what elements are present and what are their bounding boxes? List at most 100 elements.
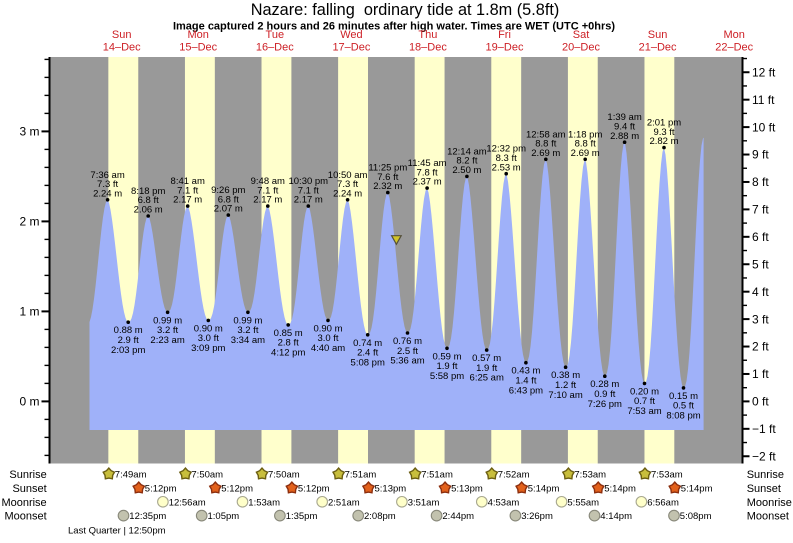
svg-text:2:23 am: 2:23 am bbox=[150, 335, 184, 346]
svg-text:7.3 ft: 7.3 ft bbox=[97, 179, 118, 190]
svg-text:12:58 am: 12:58 am bbox=[526, 129, 566, 140]
svg-text:1 ft: 1 ft bbox=[752, 367, 769, 381]
svg-text:2.06 m: 2.06 m bbox=[134, 205, 163, 216]
svg-text:7.8 ft: 7.8 ft bbox=[417, 167, 438, 178]
svg-text:5:13pm: 5:13pm bbox=[451, 484, 483, 495]
svg-text:2.24 m: 2.24 m bbox=[333, 188, 362, 199]
svg-text:Sun: Sun bbox=[112, 29, 132, 41]
svg-text:3.0 ft: 3.0 ft bbox=[317, 333, 338, 344]
svg-text:3.2 ft: 3.2 ft bbox=[237, 325, 258, 336]
svg-text:Sun: Sun bbox=[648, 29, 668, 41]
svg-text:0.9 ft: 0.9 ft bbox=[594, 389, 615, 400]
svg-text:5:12pm: 5:12pm bbox=[221, 484, 253, 495]
svg-text:0.74 m: 0.74 m bbox=[353, 338, 382, 349]
svg-text:5:58 pm: 5:58 pm bbox=[430, 371, 464, 382]
svg-text:10 ft: 10 ft bbox=[752, 120, 776, 134]
svg-text:−2 ft: −2 ft bbox=[752, 449, 776, 463]
svg-text:1:05pm: 1:05pm bbox=[208, 511, 240, 522]
svg-text:0.57 m: 0.57 m bbox=[472, 353, 501, 364]
svg-text:4:53am: 4:53am bbox=[488, 497, 520, 508]
svg-text:2.17 m: 2.17 m bbox=[294, 195, 323, 206]
svg-text:6.8 ft: 6.8 ft bbox=[218, 194, 239, 205]
svg-text:3.0 ft: 3.0 ft bbox=[198, 333, 219, 344]
svg-text:Wed: Wed bbox=[340, 29, 362, 41]
svg-text:Moonrise: Moonrise bbox=[1, 497, 46, 509]
svg-text:20–Dec: 20–Dec bbox=[562, 41, 600, 53]
svg-text:7:53am: 7:53am bbox=[574, 470, 606, 481]
svg-text:7.1 ft: 7.1 ft bbox=[177, 185, 198, 196]
svg-text:1:39 am: 1:39 am bbox=[607, 112, 641, 123]
svg-text:3 ft: 3 ft bbox=[752, 312, 769, 326]
svg-text:21–Dec: 21–Dec bbox=[639, 41, 677, 53]
svg-text:7:50am: 7:50am bbox=[191, 470, 223, 481]
svg-text:7.1 ft: 7.1 ft bbox=[298, 185, 319, 196]
svg-text:2.9 ft: 2.9 ft bbox=[118, 335, 139, 346]
svg-text:0.90 m: 0.90 m bbox=[313, 323, 342, 334]
svg-text:7:51am: 7:51am bbox=[421, 470, 453, 481]
svg-text:7.3 ft: 7.3 ft bbox=[337, 179, 358, 190]
svg-text:2.32 m: 2.32 m bbox=[373, 181, 402, 192]
svg-text:5:08 pm: 5:08 pm bbox=[351, 357, 385, 368]
svg-text:5:36 am: 5:36 am bbox=[390, 356, 424, 367]
svg-text:2.8 ft: 2.8 ft bbox=[278, 338, 299, 349]
svg-text:Sunrise: Sunrise bbox=[747, 469, 784, 481]
svg-text:9.4 ft: 9.4 ft bbox=[614, 121, 635, 132]
svg-text:3:09 pm: 3:09 pm bbox=[191, 343, 225, 354]
svg-text:7.6 ft: 7.6 ft bbox=[377, 172, 398, 183]
svg-text:11:25 pm: 11:25 pm bbox=[368, 163, 407, 174]
svg-text:8 ft: 8 ft bbox=[752, 175, 769, 189]
svg-text:7:26 pm: 7:26 pm bbox=[588, 399, 622, 410]
svg-text:Tue: Tue bbox=[266, 29, 285, 41]
svg-text:7:51am: 7:51am bbox=[345, 470, 377, 481]
svg-text:3:26pm: 3:26pm bbox=[521, 511, 553, 522]
svg-text:−1 ft: −1 ft bbox=[752, 422, 776, 436]
svg-text:7:50am: 7:50am bbox=[268, 470, 300, 481]
svg-text:Moonset: Moonset bbox=[4, 511, 46, 523]
svg-text:2:51am: 2:51am bbox=[328, 497, 360, 508]
svg-text:11:45 am: 11:45 am bbox=[408, 158, 447, 169]
svg-text:2:03 pm: 2:03 pm bbox=[111, 345, 145, 356]
svg-text:0.90 m: 0.90 m bbox=[194, 323, 223, 334]
svg-text:10:50 am: 10:50 am bbox=[328, 170, 368, 181]
svg-text:4:12 pm: 4:12 pm bbox=[271, 348, 305, 359]
svg-text:1.9 ft: 1.9 ft bbox=[476, 363, 497, 374]
svg-text:4 ft: 4 ft bbox=[752, 285, 769, 299]
svg-text:0.99 m: 0.99 m bbox=[153, 315, 182, 326]
svg-text:9:48 am: 9:48 am bbox=[251, 176, 285, 187]
svg-text:0.99 m: 0.99 m bbox=[233, 315, 262, 326]
svg-text:2 m: 2 m bbox=[19, 215, 39, 229]
svg-text:0.5 ft: 0.5 ft bbox=[673, 401, 694, 412]
svg-text:8.2 ft: 8.2 ft bbox=[456, 156, 477, 167]
svg-text:22–Dec: 22–Dec bbox=[715, 41, 753, 53]
svg-text:0.20 m: 0.20 m bbox=[630, 386, 659, 397]
svg-text:5:14pm: 5:14pm bbox=[604, 484, 636, 495]
svg-text:6:43 pm: 6:43 pm bbox=[509, 385, 543, 396]
svg-text:Mon: Mon bbox=[187, 29, 208, 41]
svg-text:0.7 ft: 0.7 ft bbox=[634, 396, 655, 407]
svg-text:0.59 m: 0.59 m bbox=[432, 351, 461, 362]
svg-text:3:34 am: 3:34 am bbox=[231, 335, 265, 346]
svg-text:0.85 m: 0.85 m bbox=[274, 328, 303, 339]
svg-text:2 ft: 2 ft bbox=[752, 340, 769, 354]
svg-text:5:14pm: 5:14pm bbox=[681, 484, 713, 495]
svg-text:8.8 ft: 8.8 ft bbox=[535, 139, 556, 150]
svg-text:2.50 m: 2.50 m bbox=[452, 165, 481, 176]
svg-text:7:49am: 7:49am bbox=[115, 470, 147, 481]
svg-text:Image captured 2 hours and 26: Image captured 2 hours and 26 minutes af… bbox=[173, 20, 615, 32]
svg-text:1.2 ft: 1.2 ft bbox=[555, 380, 576, 391]
svg-text:3 m: 3 m bbox=[19, 125, 39, 139]
svg-text:1.9 ft: 1.9 ft bbox=[436, 361, 457, 372]
svg-text:2.69 m: 2.69 m bbox=[531, 148, 560, 159]
svg-text:2:44pm: 2:44pm bbox=[442, 511, 474, 522]
svg-text:5:13pm: 5:13pm bbox=[375, 484, 407, 495]
svg-text:1 m: 1 m bbox=[19, 305, 39, 319]
svg-text:15–Dec: 15–Dec bbox=[179, 41, 217, 53]
svg-text:12:56am: 12:56am bbox=[169, 497, 206, 508]
svg-text:Thu: Thu bbox=[418, 29, 437, 41]
svg-text:8.3 ft: 8.3 ft bbox=[496, 153, 517, 164]
svg-text:6:25 am: 6:25 am bbox=[470, 373, 504, 384]
svg-text:2.88 m: 2.88 m bbox=[610, 131, 639, 142]
svg-text:8:08 pm: 8:08 pm bbox=[666, 411, 700, 422]
svg-text:7 ft: 7 ft bbox=[752, 203, 769, 217]
svg-text:3:51am: 3:51am bbox=[408, 497, 440, 508]
